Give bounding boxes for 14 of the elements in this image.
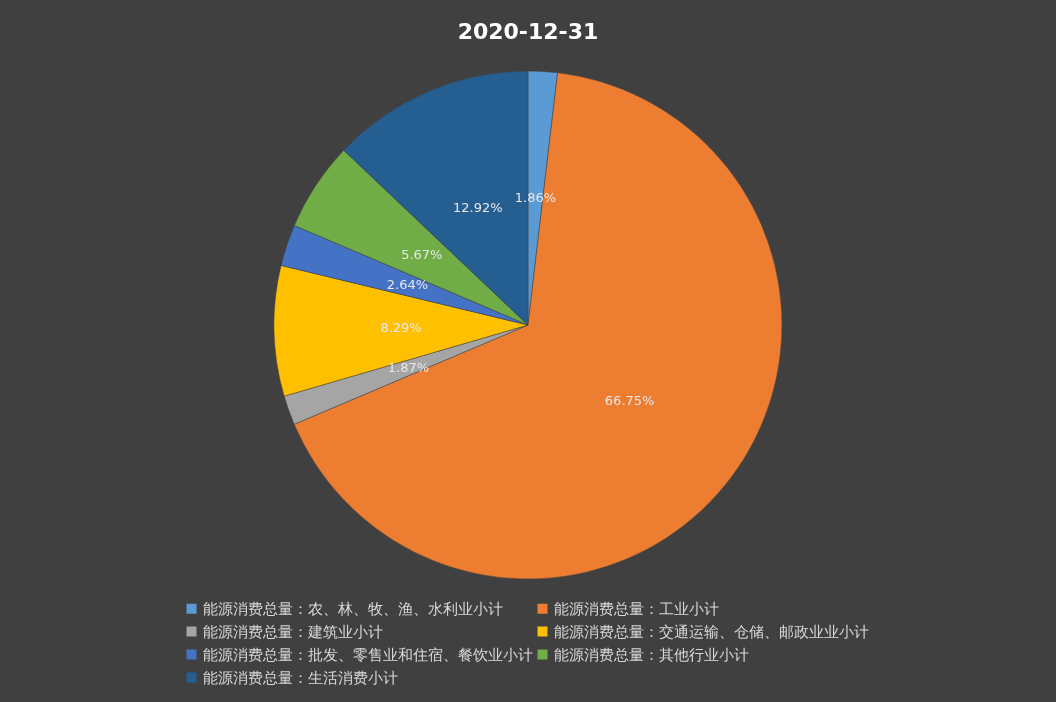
- legend-label: 能源消费总量：批发、零售业和住宿、餐饮业小计: [203, 645, 533, 664]
- legend-label: 能源消费总量：生活消费小计: [203, 668, 398, 687]
- legend-label: 能源消费总量：农、林、牧、渔、水利业小计: [203, 599, 503, 618]
- data-label: 8.29%: [380, 319, 422, 335]
- data-label: 2.64%: [386, 277, 429, 293]
- data-label: 5.67%: [401, 247, 443, 263]
- legend-label: 能源消费总量：其他行业小计: [554, 645, 749, 664]
- legend-label: 能源消费总量：建筑业小计: [203, 622, 383, 641]
- legend-label: 能源消费总量：工业小计: [554, 599, 719, 618]
- data-label: 1.87%: [387, 359, 430, 375]
- legend-label: 能源消费总量：交通运输、仓储、邮政业业小计: [554, 622, 869, 641]
- data-label: 12.92%: [453, 200, 503, 216]
- chart-title: 2020-12-31: [457, 19, 599, 44]
- data-label: 66.75%: [604, 393, 655, 409]
